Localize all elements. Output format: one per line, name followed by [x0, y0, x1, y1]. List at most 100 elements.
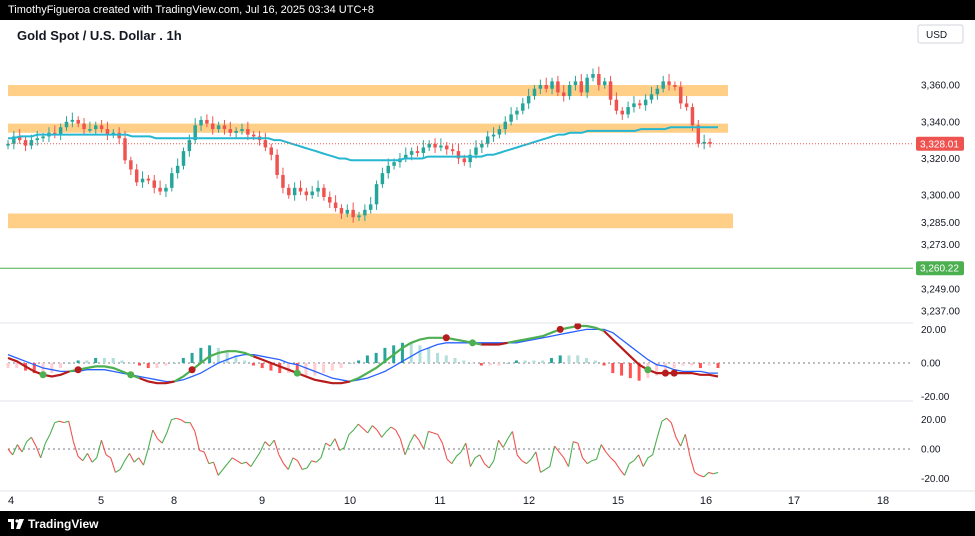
oscillator-segment — [488, 460, 495, 469]
macd-histogram-bar — [304, 363, 308, 376]
price-axis-background — [913, 20, 975, 491]
chart-background — [0, 20, 975, 511]
oscillator-segment — [680, 434, 686, 447]
macd-histogram-bar — [322, 363, 326, 374]
chart-canvas[interactable]: 3,360.00 3,340.00 3,320.00 3,300.00 3,285.00… — [0, 20, 975, 511]
macd-histogram-bar — [94, 357, 98, 363]
macd-histogram-bar — [199, 347, 203, 363]
oscillator-segment — [521, 460, 527, 465]
candle-body — [94, 125, 98, 130]
macd-histogram-bar — [567, 355, 571, 363]
macd-cross-marker — [661, 369, 669, 377]
macd-histogram-bar — [173, 363, 177, 364]
price-label-tag — [916, 261, 964, 276]
candle-body — [585, 77, 589, 93]
tradingview-logo[interactable]: TradingView — [8, 517, 98, 531]
oscillator-segment — [591, 458, 597, 462]
oscillator-segment — [614, 461, 621, 470]
macd-line-segment — [349, 336, 482, 383]
macd-histogram-bar — [418, 345, 422, 363]
oscillator-segment — [142, 448, 149, 466]
candle-body — [485, 136, 490, 144]
oscillator-segment — [306, 460, 313, 469]
candle-layer — [6, 66, 712, 223]
candle-body — [421, 147, 426, 153]
oscillator-segment — [68, 421, 74, 442]
candle-body — [409, 151, 414, 155]
oscillator-segment — [40, 442, 46, 458]
candle-body — [140, 178, 145, 183]
oscillator-segment — [357, 423, 364, 429]
macd-histogram-bar — [523, 360, 527, 363]
time-tick-label: 10 — [344, 495, 356, 507]
chart-header: TimothyFigueroa created with TradingView… — [0, 0, 975, 20]
oscillator-segment — [320, 442, 327, 458]
oscillator-segment — [115, 469, 121, 473]
macd-histogram-bar — [611, 363, 615, 374]
oscillator-segment — [12, 444, 18, 456]
oscillator-segment — [203, 451, 210, 464]
oscillator-segment — [409, 434, 415, 444]
support-resistance-zone — [8, 213, 733, 229]
currency-badge[interactable]: USD — [917, 24, 964, 44]
candle-body — [567, 85, 572, 97]
oscillator-segment — [516, 454, 523, 462]
oscillator-tick-label: -20.00 — [921, 474, 950, 485]
oscillator-segment — [526, 458, 532, 465]
candle-body — [538, 85, 543, 89]
oscillator-segment — [110, 457, 116, 473]
candle-body — [76, 119, 80, 124]
oscillator-segment — [661, 417, 667, 422]
oscillator-segment — [647, 454, 653, 459]
oscillator-segment — [329, 438, 336, 447]
macd-histogram-bar — [260, 363, 264, 369]
candle-body — [591, 74, 595, 78]
macd-histogram-bar — [111, 357, 115, 363]
macd-histogram-bar — [400, 342, 404, 363]
macd-histogram-bar — [444, 355, 448, 363]
macd-histogram-bar — [479, 363, 483, 366]
oscillator-segment — [511, 431, 518, 455]
macd-histogram-bar — [32, 363, 36, 374]
horizontal-line-layer — [0, 143, 913, 269]
macd-tick-label: -20.00 — [921, 392, 950, 403]
oscillator-segment — [292, 457, 298, 462]
candle-body — [275, 154, 279, 175]
candle-body — [562, 92, 566, 97]
macd-histogram-bar — [251, 363, 255, 366]
oscillator-segment — [44, 434, 51, 444]
candle-body — [298, 187, 303, 192]
macd-histogram-bar — [453, 357, 457, 363]
oscillator-segment — [558, 451, 565, 459]
macd-histogram-bar — [576, 355, 580, 363]
oscillator-segment — [96, 440, 102, 458]
oscillator-segment — [563, 457, 570, 467]
macd-histogram-bar — [6, 363, 10, 369]
candle-body — [216, 125, 221, 130]
oscillator-segment — [245, 461, 252, 467]
oscillator-segment — [334, 438, 341, 451]
oscillator-segment — [428, 430, 434, 434]
candle-body — [368, 204, 373, 210]
macd-histogram-bar — [208, 345, 212, 363]
macd-histogram-bar — [216, 347, 220, 363]
time-tick-label: 15 — [612, 495, 624, 507]
macd-histogram-bar — [339, 363, 343, 369]
candle-body — [684, 103, 689, 108]
oscillator-segment — [689, 456, 696, 473]
candle-body — [550, 81, 554, 89]
macd-histogram-bar — [488, 363, 492, 366]
candle-body — [316, 187, 320, 192]
macd-cross-marker — [39, 371, 47, 379]
oscillator-segment — [147, 429, 154, 450]
macd-cross-marker — [127, 371, 135, 379]
candle-body — [12, 136, 16, 144]
macd-histogram-bar — [50, 363, 54, 374]
candle-body — [392, 162, 396, 166]
oscillator-segment — [348, 429, 355, 435]
oscillator-segment — [456, 451, 462, 457]
candle-body — [597, 74, 601, 86]
macd-cross-marker — [74, 366, 82, 374]
candle-body — [175, 165, 180, 174]
time-tick-label: 16 — [700, 495, 712, 507]
